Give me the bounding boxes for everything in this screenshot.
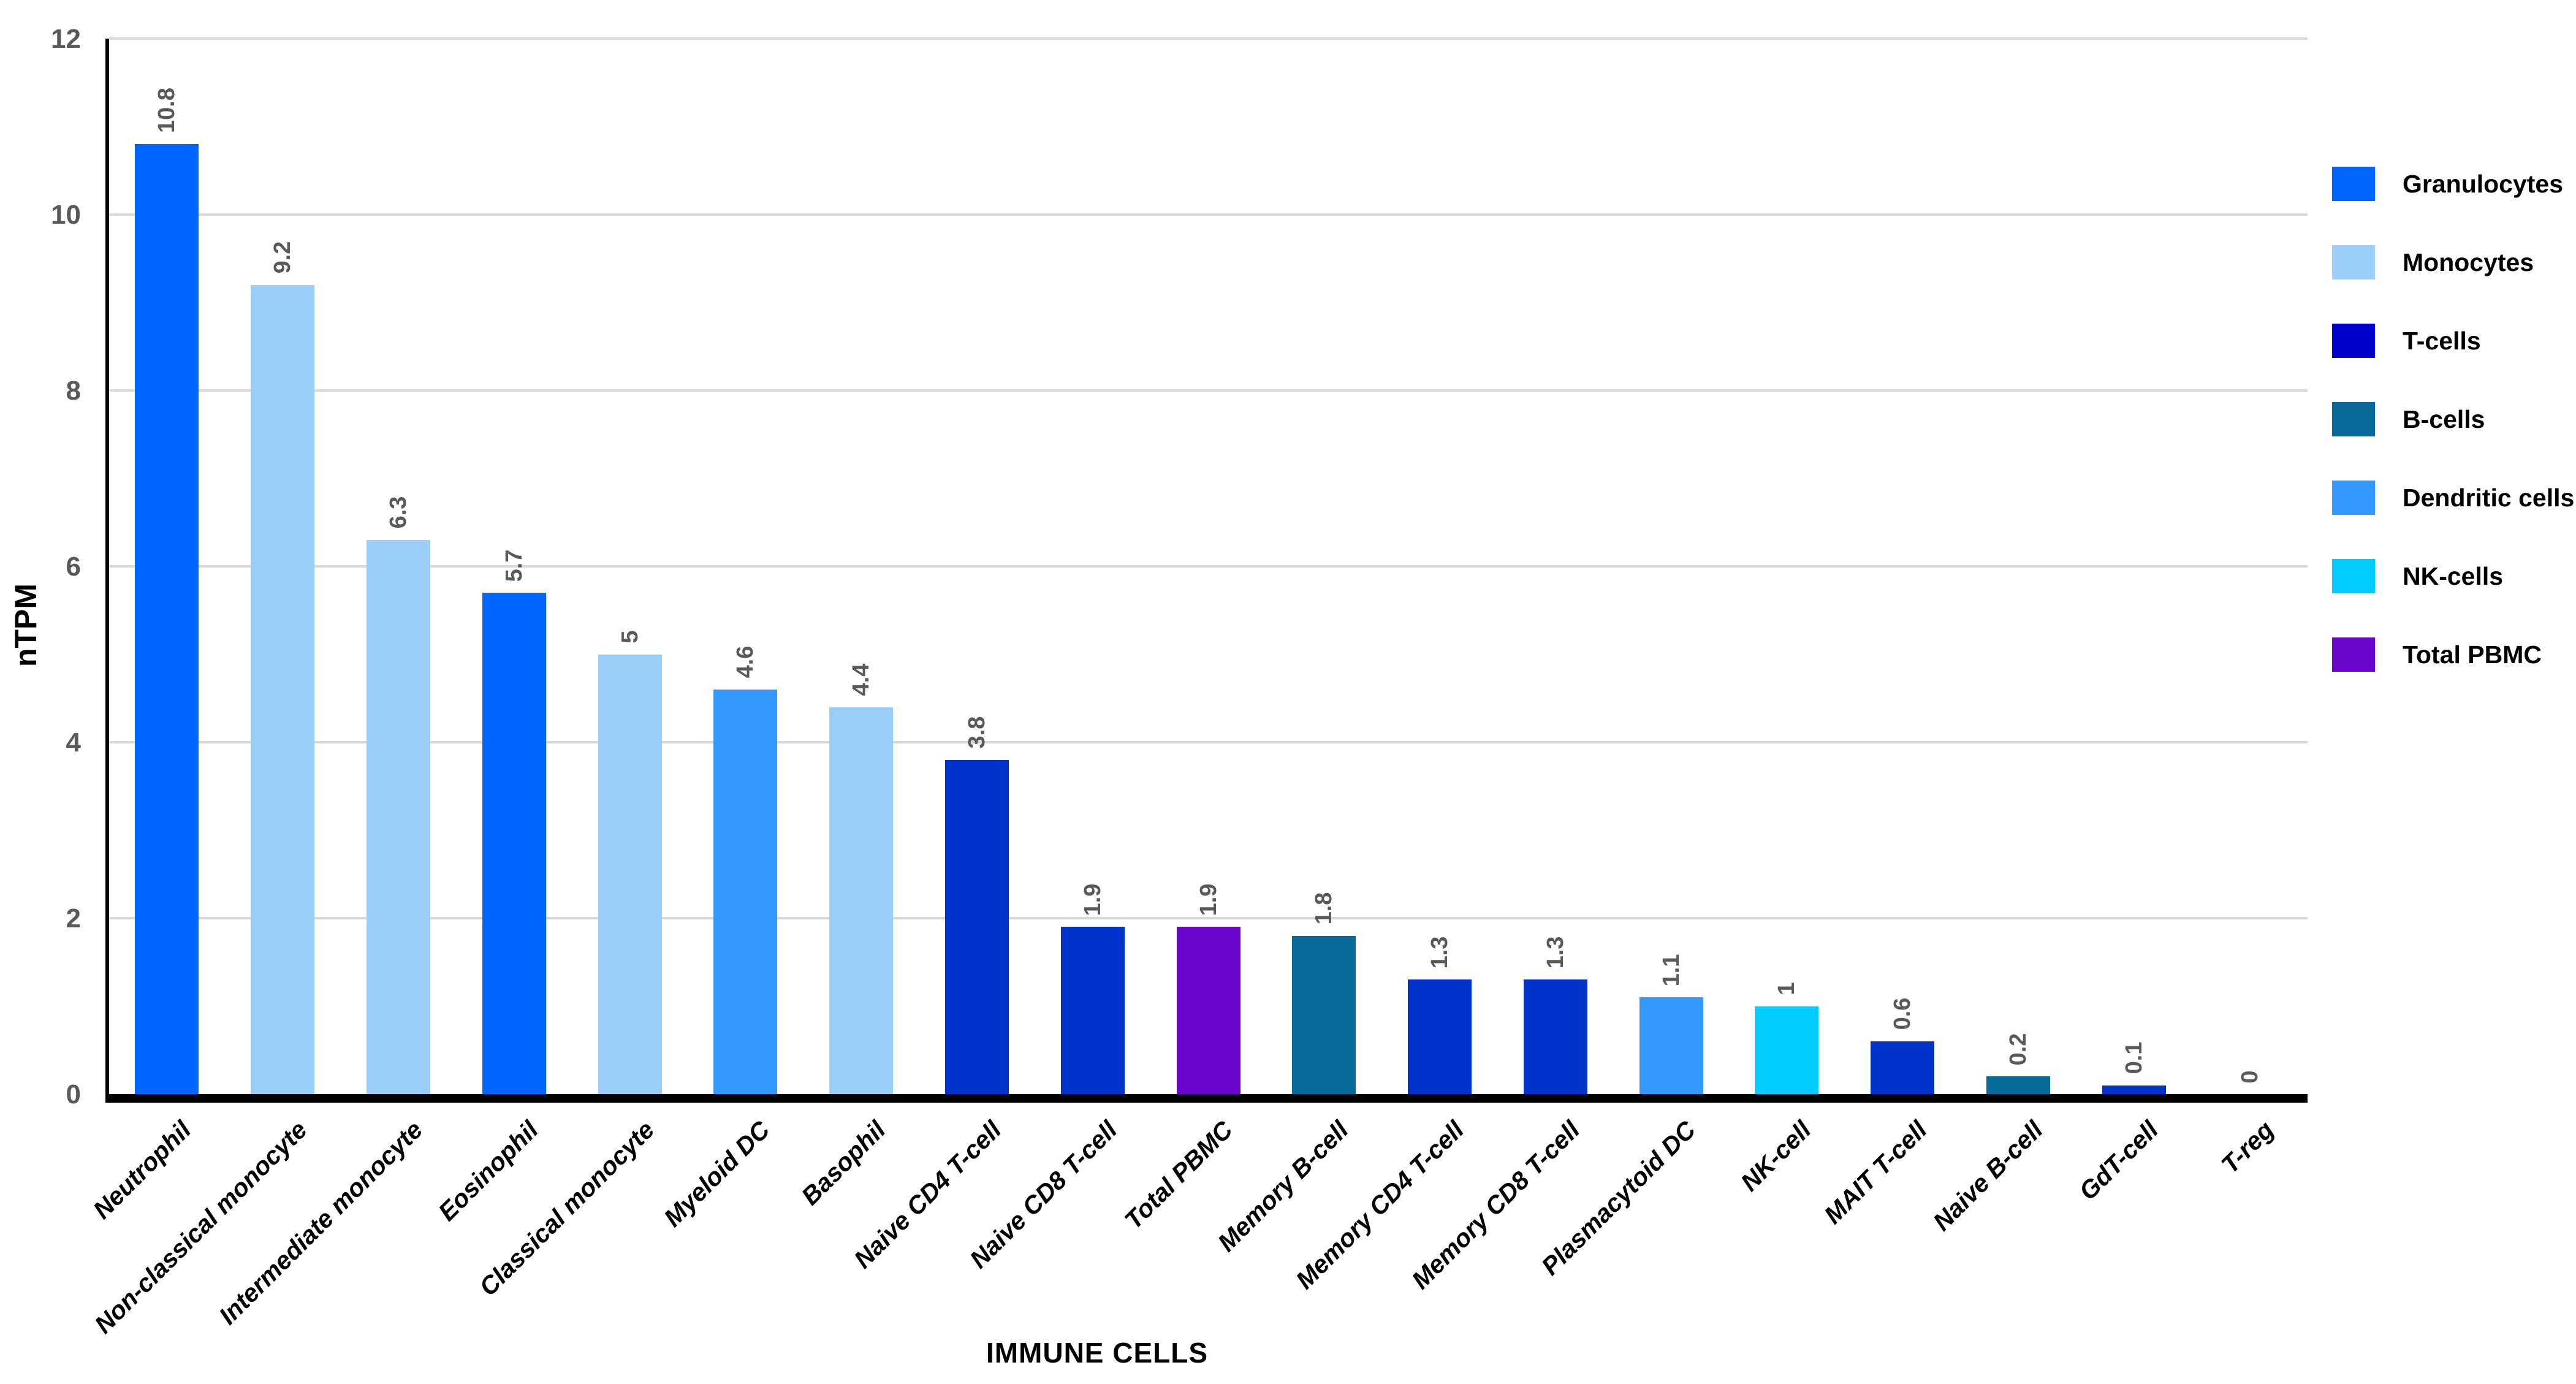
legend-item: Granulocytes	[2332, 167, 2563, 201]
bar-value-label: 1.9	[1079, 883, 1106, 916]
bar-granulocytes	[482, 593, 546, 1094]
bar-value-label: 0.2	[2005, 1033, 2032, 1066]
bar-value-label: 0	[2236, 1070, 2263, 1084]
x-category-label: GdT-cell	[2073, 1115, 2164, 1206]
gridline	[109, 741, 2308, 743]
bar-nk-cells	[1755, 1006, 1819, 1094]
bar-value-label: 6.3	[385, 496, 411, 529]
y-tick-label: 12	[51, 24, 81, 54]
bar-monocytes	[366, 539, 430, 1094]
gridline	[109, 917, 2308, 919]
bar-value-label: 0.6	[1890, 997, 1916, 1030]
legend-label: Dendritic cells	[2403, 483, 2575, 512]
legend-label: Granulocytes	[2403, 169, 2564, 198]
x-category-label: Neutrophil	[88, 1115, 197, 1225]
bar-dendritic-cells	[1639, 997, 1703, 1094]
legend-swatch	[2332, 559, 2375, 593]
bar-monocytes	[598, 654, 662, 1094]
x-category-label: T-reg	[2216, 1115, 2280, 1179]
bar-dendritic-cells	[713, 689, 778, 1094]
bar-value-label: 1.3	[1542, 936, 1568, 969]
legend-item: Total PBMC	[2332, 637, 2542, 672]
bar-t-cells	[1060, 927, 1125, 1094]
x-category-label: NK-cell	[1735, 1115, 1817, 1197]
bar-t-cells	[1523, 979, 1587, 1094]
bar-value-label: 10.8	[154, 88, 180, 134]
y-tick-label: 8	[66, 376, 81, 406]
x-category-label: Intermediate monocyte	[213, 1115, 428, 1330]
bar-value-label: 1.8	[1311, 892, 1337, 925]
bar-b-cells	[1292, 935, 1356, 1094]
legend-item: Dendritic cells	[2332, 481, 2574, 515]
legend-swatch	[2332, 245, 2375, 279]
bar-granulocytes	[135, 144, 199, 1094]
y-axis-title: nTPM	[9, 583, 43, 667]
x-category-label: Myeloid DC	[658, 1115, 775, 1233]
bar-t-cells	[1408, 979, 1472, 1094]
y-tick-label: 0	[66, 1079, 81, 1109]
legend-swatch	[2332, 402, 2375, 436]
legend-swatch	[2332, 324, 2375, 358]
bar-value-label: 1.3	[1427, 936, 1453, 969]
bar-value-label: 1.9	[1195, 883, 1222, 916]
legend-label: Total PBMC	[2403, 640, 2542, 669]
y-tick-label: 2	[66, 903, 81, 933]
bar-t-cells	[2102, 1085, 2166, 1094]
y-tick-label: 4	[66, 728, 81, 758]
bar-total-pbmc	[1176, 927, 1241, 1094]
legend-swatch	[2332, 481, 2375, 515]
x-axis-title: IMMUNE CELLS	[986, 1337, 1209, 1369]
y-axis-line	[105, 39, 109, 1103]
legend-swatch	[2332, 637, 2375, 672]
bar-t-cells	[1871, 1041, 1935, 1094]
gridline	[109, 565, 2308, 568]
legend-item: NK-cells	[2332, 559, 2503, 593]
legend-label: NK-cells	[2403, 561, 2504, 590]
y-tick-label: 10	[51, 200, 81, 230]
bar-value-label: 1	[1774, 982, 1800, 995]
bar-monocytes	[251, 284, 315, 1094]
bar-value-label: 4.6	[732, 645, 759, 679]
x-axis-line	[105, 1094, 2308, 1103]
legend-item: Monocytes	[2332, 245, 2534, 279]
bar-value-label: 5.7	[501, 549, 527, 582]
y-tick-label: 6	[66, 552, 81, 582]
bar-value-label: 3.8	[963, 716, 990, 749]
legend-label: T-cells	[2403, 326, 2481, 355]
gridline	[109, 213, 2308, 216]
legend-item: B-cells	[2332, 402, 2485, 436]
legend-label: Monocytes	[2403, 248, 2534, 276]
bar-value-label: 9.2	[270, 241, 296, 274]
gridline	[109, 37, 2308, 40]
legend-label: B-cells	[2403, 405, 2485, 433]
x-category-label: Basophil	[796, 1115, 891, 1211]
x-category-label: Naive B-cell	[1927, 1115, 2048, 1236]
x-category-label: Non-classical monocyte	[89, 1115, 313, 1339]
bar-value-label: 4.4	[848, 663, 875, 696]
x-category-label: Total PBMC	[1119, 1115, 1238, 1235]
bar-value-label: 5	[617, 630, 643, 644]
gridline	[109, 389, 2308, 392]
legend-swatch	[2332, 167, 2375, 201]
bar-monocytes	[829, 707, 894, 1094]
bar-value-label: 0.1	[2121, 1041, 2147, 1074]
x-category-label: MAIT T-cell	[1818, 1115, 1932, 1230]
bar-b-cells	[1986, 1076, 2051, 1094]
bar-value-label: 1.1	[1658, 954, 1684, 987]
legend-item: T-cells	[2332, 324, 2481, 358]
x-category-label: Eosinophil	[433, 1115, 544, 1226]
bar-t-cells	[944, 759, 1009, 1094]
